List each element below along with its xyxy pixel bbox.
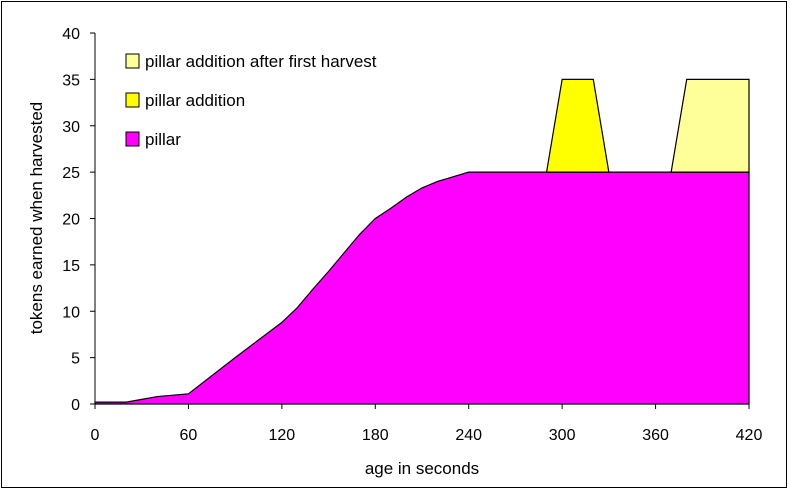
- x-tick-label: 300: [549, 427, 576, 444]
- x-tick-label: 60: [180, 427, 198, 444]
- area-pillar-addition-after-first-harvest: [670, 78, 750, 173]
- x-tick-label: 420: [736, 427, 763, 444]
- legend-swatch: [125, 92, 140, 108]
- x-tick-label: 180: [362, 427, 389, 444]
- y-axis-title: tokens earned when harvested: [27, 102, 46, 335]
- x-axis-ticks: 0 60 120 180 240 300 360 420: [91, 404, 763, 444]
- y-tick-label: 20: [62, 212, 80, 229]
- legend-label: pillar: [145, 130, 181, 149]
- y-tick-label: 10: [62, 304, 80, 321]
- y-tick-label: 15: [62, 258, 80, 275]
- x-tick-label: 120: [269, 427, 296, 444]
- y-tick-label: 5: [71, 351, 80, 368]
- legend-label: pillar addition: [145, 91, 245, 110]
- legend-label: pillar addition after first harvest: [145, 52, 377, 71]
- legend-swatch: [125, 131, 140, 147]
- area-pillar-addition: [545, 78, 610, 173]
- y-tick-label: 30: [62, 119, 80, 136]
- legend: pillar addition after first harvest pilla…: [125, 52, 377, 149]
- y-tick-label: 0: [71, 397, 80, 414]
- x-tick-label: 240: [455, 427, 482, 444]
- x-axis-title: age in seconds: [365, 459, 479, 478]
- y-axis-ticks: 0 5 10 15 20 25 30 35 40: [62, 26, 95, 414]
- area-pillar: [94, 171, 750, 405]
- y-tick-label: 35: [62, 72, 80, 89]
- y-tick-label: 40: [62, 26, 80, 43]
- x-tick-label: 360: [642, 427, 669, 444]
- series-areas: [94, 78, 750, 405]
- y-tick-label: 25: [62, 165, 80, 182]
- x-tick-label: 0: [91, 427, 100, 444]
- legend-swatch: [125, 53, 140, 69]
